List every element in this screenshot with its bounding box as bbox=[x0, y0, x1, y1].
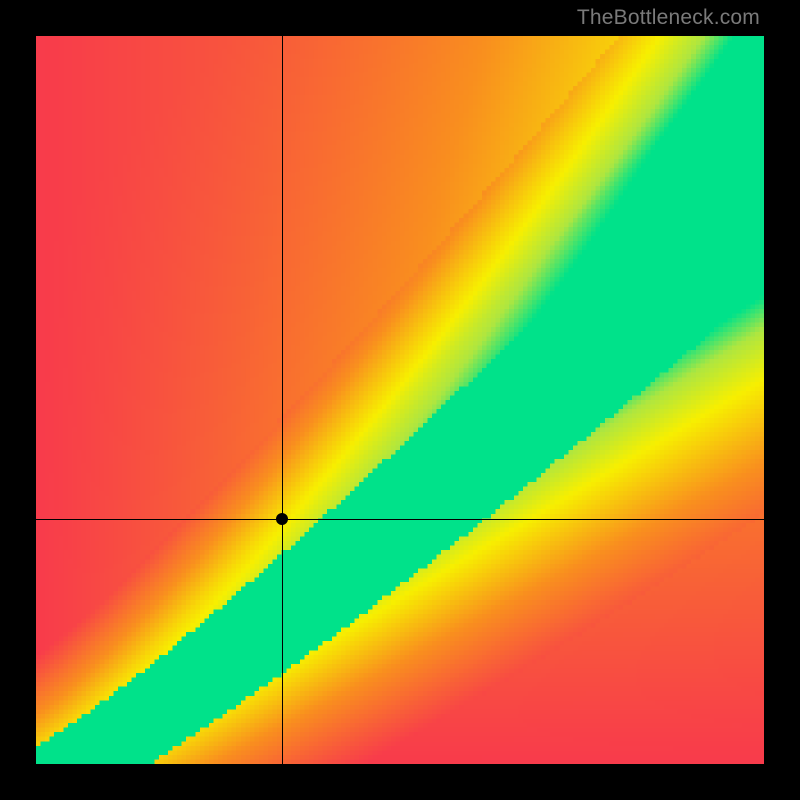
heatmap-canvas bbox=[36, 36, 764, 764]
plot-frame bbox=[36, 36, 764, 764]
crosshair-horizontal bbox=[36, 519, 764, 520]
watermark-text: TheBottleneck.com bbox=[577, 6, 760, 30]
marker-dot bbox=[276, 513, 288, 525]
crosshair-vertical bbox=[282, 36, 283, 764]
